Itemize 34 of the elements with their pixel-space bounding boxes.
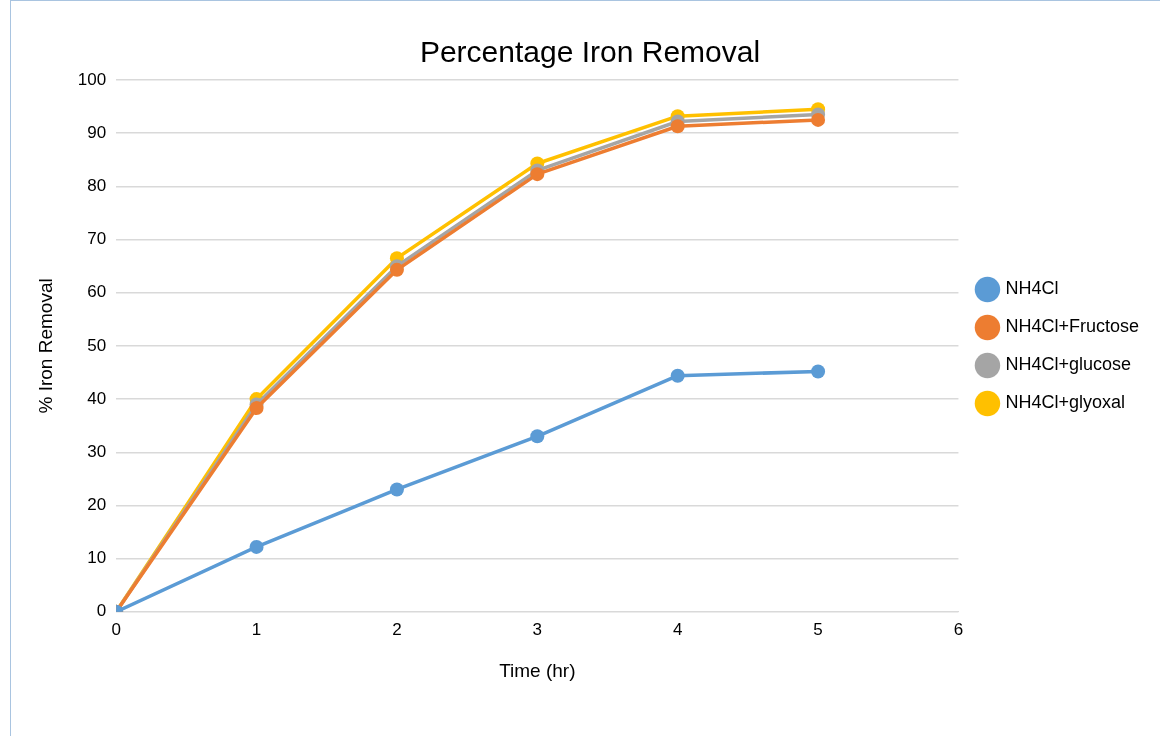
x-axis-title: Time (hr) bbox=[499, 659, 576, 681]
y-tick-label: 30 bbox=[87, 441, 107, 461]
x-tick-label: 3 bbox=[532, 619, 543, 639]
y-tick-label: 80 bbox=[87, 176, 107, 196]
point bbox=[811, 364, 826, 379]
point bbox=[249, 539, 264, 554]
y-tick-label: 40 bbox=[87, 388, 107, 408]
legend-label: NH4Cl+glucose bbox=[1005, 354, 1132, 375]
chart-title: Percentage Iron Removal bbox=[419, 35, 761, 69]
x-tick-label: 2 bbox=[392, 619, 402, 639]
x-tick-label: 4 bbox=[672, 619, 683, 639]
y-tick-label: 20 bbox=[87, 495, 107, 515]
point bbox=[670, 368, 685, 383]
y-axis-title: % Iron Removal bbox=[34, 278, 56, 414]
legend-label: NH4Cl+glyoxal bbox=[1005, 392, 1126, 413]
point bbox=[811, 112, 826, 127]
legend-label: NH4Cl+Fructose bbox=[1005, 316, 1140, 337]
y-tick-label: 90 bbox=[87, 122, 107, 142]
y-tick-label: 100 bbox=[77, 69, 107, 89]
y-tick-label: 0 bbox=[96, 601, 107, 621]
y-tick-label: 10 bbox=[87, 548, 107, 568]
x-tick-label: 1 bbox=[251, 619, 262, 639]
point bbox=[249, 401, 264, 416]
x-tick-label: 5 bbox=[813, 619, 823, 639]
legend-label: NH4Cl bbox=[1005, 278, 1059, 299]
point bbox=[530, 429, 545, 444]
y-tick-label: 50 bbox=[87, 335, 107, 355]
x-tick-label: 0 bbox=[111, 619, 121, 639]
point bbox=[389, 482, 404, 497]
point bbox=[530, 167, 545, 182]
x-tick-label: 6 bbox=[953, 619, 964, 639]
point bbox=[670, 119, 685, 134]
y-tick-label: 70 bbox=[87, 229, 107, 249]
y-tick-label: 60 bbox=[87, 282, 107, 302]
